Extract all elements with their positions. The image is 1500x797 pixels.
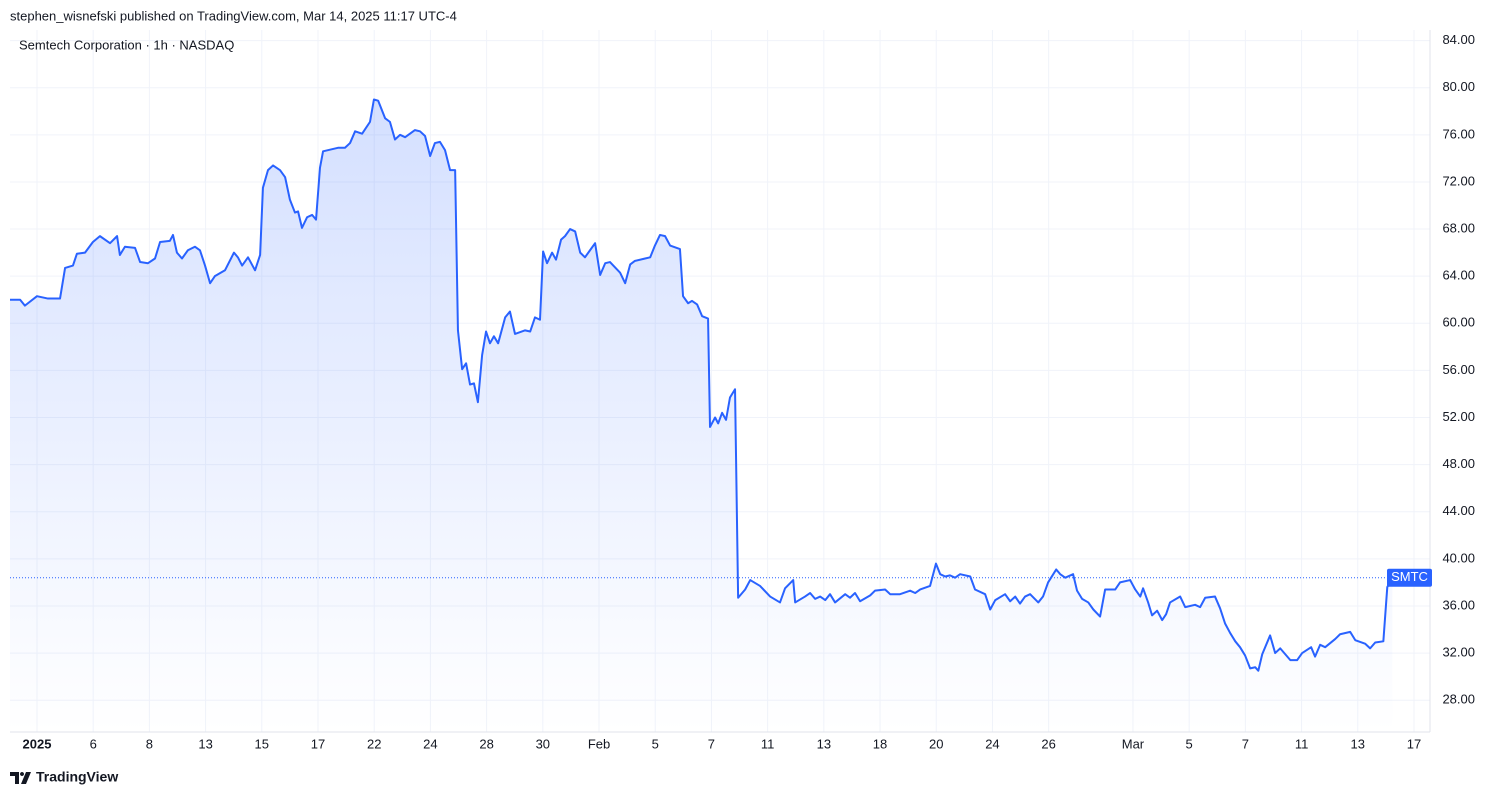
y-tick-label: 84.00 (1442, 32, 1475, 47)
x-tick-label: 7 (708, 736, 715, 751)
x-tick-label: 24 (985, 736, 999, 751)
x-tick-label: 24 (423, 736, 437, 751)
y-tick-label: 44.00 (1442, 503, 1475, 518)
y-tick-label: 76.00 (1442, 126, 1475, 141)
axes: 28.00 32.00 36.00 40.00 44.00 48.00 52.00 56.00… (23, 32, 1475, 751)
x-tick-label: 8 (146, 736, 153, 751)
x-tick-label: 7 (1242, 736, 1249, 751)
x-tick-label: 5 (652, 736, 659, 751)
y-tick-label: 32.00 (1442, 645, 1475, 660)
x-tick-label: 13 (198, 736, 212, 751)
x-tick-label: 18 (873, 736, 887, 751)
x-tick-label: 15 (255, 736, 269, 751)
price-line (10, 98, 1394, 672)
x-tick-label: 22 (367, 736, 381, 751)
y-tick-label: 36.00 (1442, 597, 1475, 612)
tradingview-logo: TradingView (10, 769, 118, 785)
x-tick-label: 13 (1351, 736, 1365, 751)
y-tick-label: 28.00 (1442, 692, 1475, 707)
x-tick-label: Mar (1122, 736, 1145, 751)
plot (10, 98, 1430, 733)
x-tick-label: 2025 (23, 736, 52, 751)
y-tick-label: 80.00 (1442, 79, 1475, 94)
x-tick-label: 28 (479, 736, 493, 751)
x-tick-label: 13 (817, 736, 831, 751)
y-tick-label: 56.00 (1442, 362, 1475, 377)
x-tick-label: 5 (1186, 736, 1193, 751)
logo-icon (10, 772, 31, 784)
y-tick-label: 68.00 (1442, 220, 1475, 235)
x-tick-label: 30 (536, 736, 550, 751)
price-tag (1387, 568, 1432, 587)
publisher-line: stephen_wisnefski published on TradingVi… (10, 8, 457, 23)
x-tick-label: 17 (311, 736, 325, 751)
x-tick-label: 20 (929, 736, 943, 751)
chart-title: Semtech Corporation · 1h · NASDAQ (19, 37, 234, 52)
y-tick-label: 52.00 (1442, 409, 1475, 424)
y-tick-label: 60.00 (1442, 315, 1475, 330)
x-tick-label: 11 (1295, 736, 1309, 751)
area-fill (10, 99, 1393, 733)
x-tick-label: Feb (588, 736, 610, 751)
x-tick-label: 17 (1407, 736, 1421, 751)
x-tick-label: 26 (1041, 736, 1055, 751)
x-tick-label: 6 (90, 736, 97, 751)
y-tick-label: 64.00 (1442, 268, 1475, 283)
brand: TradingView (36, 769, 118, 785)
y-tick-label: 48.00 (1442, 456, 1475, 471)
y-tick-label: 40.00 (1442, 550, 1475, 565)
x-tick-label: 11 (761, 736, 775, 751)
price-tag-label: SMTC (1391, 569, 1428, 584)
y-tick-label: 72.00 (1442, 173, 1475, 188)
